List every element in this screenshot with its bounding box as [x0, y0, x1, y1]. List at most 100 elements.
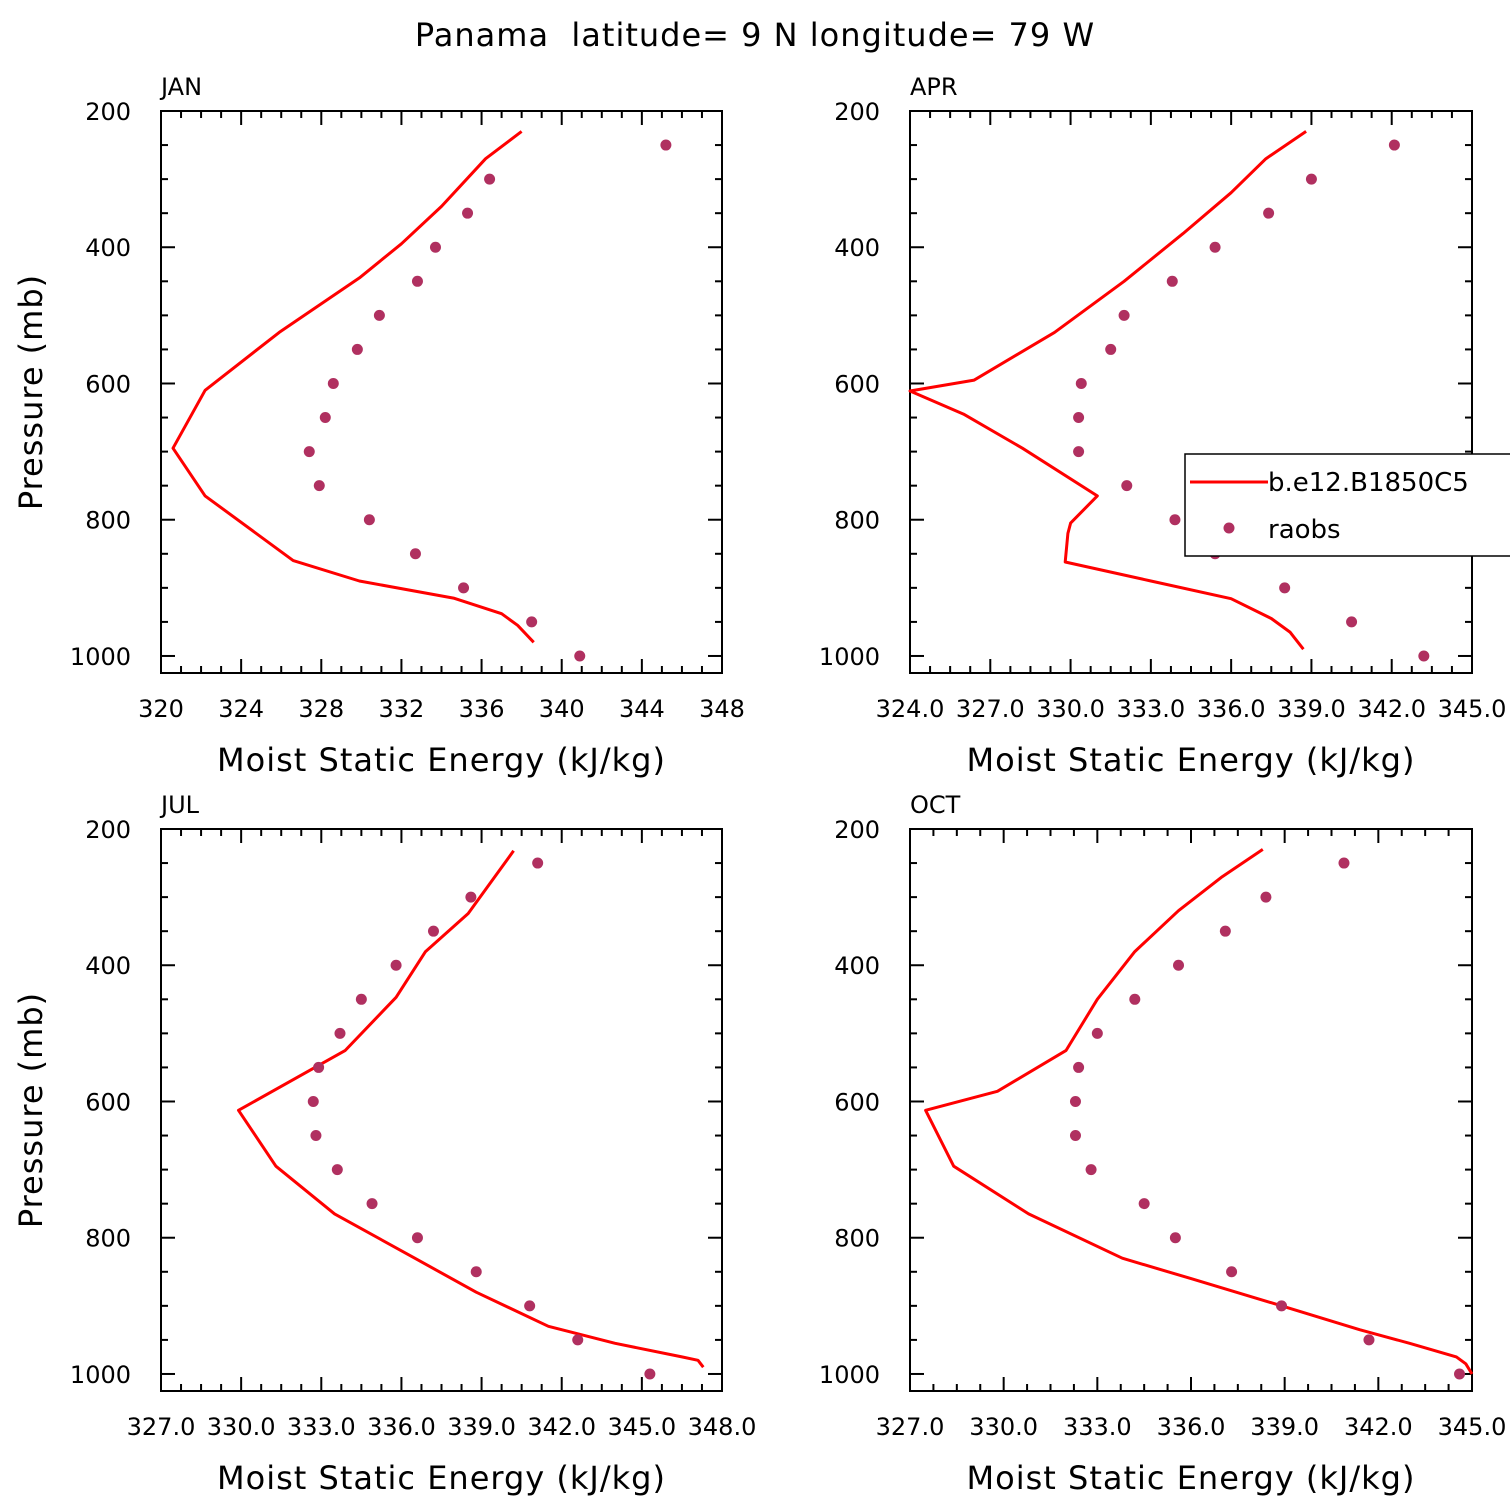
raobs-point [427, 925, 439, 937]
raobs-point [660, 139, 672, 151]
raobs-point [1226, 1266, 1238, 1278]
x-tick-label: 332 [379, 695, 425, 723]
y-tick-label: 400 [85, 952, 131, 980]
raobs-point [524, 1300, 536, 1312]
raobs-point [363, 514, 375, 526]
raobs-point [319, 412, 331, 424]
x-tick-label: 327.0 [127, 1413, 196, 1441]
raobs-point [1073, 412, 1085, 424]
raobs-point [1091, 1027, 1103, 1039]
raobs-point [1129, 993, 1141, 1005]
raobs-point [1263, 207, 1275, 219]
x-tick-label: 333.0 [1116, 695, 1185, 723]
x-tick-label: 345.0 [1438, 1413, 1507, 1441]
raobs-point [373, 309, 385, 321]
x-tick-label: 330.0 [1036, 695, 1105, 723]
x-tick-label: 342.0 [527, 1413, 596, 1441]
x-tick-label: 324.0 [876, 695, 945, 723]
legend-label-raobs: raobs [1268, 515, 1341, 545]
plot-frame [909, 828, 1473, 1392]
x-tick-label: 339.0 [1277, 695, 1346, 723]
raobs-point [484, 173, 496, 185]
y-tick-label: 1000 [70, 643, 131, 671]
y-tick-label: 800 [85, 507, 131, 535]
raobs-point [470, 1266, 482, 1278]
raobs-point [572, 1334, 584, 1346]
raobs-point [334, 1027, 346, 1039]
x-axis-title: Moist Static Energy (kJ/kg) [967, 741, 1416, 779]
x-tick-label: 339.0 [1250, 1413, 1319, 1441]
model-line [908, 130, 1307, 651]
raobs-point [532, 857, 544, 869]
x-axis-title: Moist Static Energy (kJ/kg) [217, 1459, 666, 1497]
x-tick-label: 336.0 [367, 1413, 436, 1441]
y-tick-label: 400 [834, 952, 880, 980]
y-tick-label: 200 [85, 816, 131, 844]
y-tick-label: 1000 [819, 643, 880, 671]
x-tick-label: 327.0 [876, 1413, 945, 1441]
raobs-point [1169, 514, 1181, 526]
x-tick-label: 348.0 [688, 1413, 757, 1441]
legend-box [1184, 453, 1510, 557]
raobs-point [303, 446, 315, 458]
y-tick-label: 1000 [819, 1361, 880, 1389]
y-tick-label: 400 [85, 234, 131, 262]
x-tick-label: 327.0 [956, 695, 1025, 723]
panel-label: OCT [910, 791, 961, 819]
x-tick-label: 348 [699, 695, 745, 723]
x-axis-title: Moist Static Energy (kJ/kg) [217, 741, 666, 779]
y-tick-label: 200 [85, 98, 131, 126]
raobs-point [366, 1198, 378, 1210]
raobs-point [313, 480, 325, 492]
panel-label: JUL [159, 791, 200, 819]
legend-dot-swatch [1223, 522, 1235, 534]
raobs-point [409, 548, 421, 560]
y-tick-label: 400 [834, 234, 880, 262]
x-tick-label: 330.0 [207, 1413, 276, 1441]
x-tick-label: 333.0 [1063, 1413, 1132, 1441]
raobs-point [1209, 241, 1221, 253]
y-tick-label: 800 [834, 1225, 880, 1253]
raobs-point [1069, 1130, 1081, 1142]
plot-frame [160, 828, 723, 1392]
raobs-point [1075, 377, 1087, 389]
raobs-point [1276, 1300, 1288, 1312]
raobs-point [462, 207, 474, 219]
raobs-point [1260, 891, 1272, 903]
x-tick-label: 320 [138, 695, 184, 723]
x-tick-label: 344 [619, 695, 665, 723]
y-tick-label: 800 [834, 507, 880, 535]
raobs-point [1166, 275, 1178, 287]
panel-apr: APR 324.0 327.0 330.0 333.0 336.0 339.0 342.0 34… [819, 73, 1506, 779]
raobs-point [351, 343, 363, 355]
x-tick-label: 340 [539, 695, 585, 723]
legend: b.e12.B1850C5 raobs [1184, 453, 1510, 557]
raobs-point [1085, 1164, 1097, 1176]
x-tick-label: 345.0 [1438, 695, 1507, 723]
y-tick-label: 600 [85, 370, 131, 398]
x-tick-label: 342.0 [1344, 1413, 1413, 1441]
raobs-point [1219, 925, 1231, 937]
raobs-point [313, 1061, 325, 1073]
panel-jul: JUL 327.0 330.0 333.0 336.0 339.0 342.0 345.0 34… [12, 791, 756, 1497]
raobs-point [526, 616, 538, 628]
x-tick-label: 336.0 [1197, 695, 1266, 723]
raobs-point [644, 1368, 656, 1380]
x-tick-label: 336 [459, 695, 505, 723]
y-tick-label: 200 [834, 816, 880, 844]
model-line [237, 849, 705, 1369]
x-tick-label: 333.0 [287, 1413, 356, 1441]
raobs-point [1305, 173, 1317, 185]
x-tick-label: 330.0 [969, 1413, 1038, 1441]
raobs-point [1279, 582, 1291, 594]
y-tick-label: 600 [834, 370, 880, 398]
model-line [924, 848, 1474, 1375]
x-tick-label: 345.0 [607, 1413, 676, 1441]
panel-label: APR [910, 73, 958, 101]
figure-title: Panama latitude= 9 N longitude= 79 W [415, 16, 1095, 54]
raobs-point [411, 275, 423, 287]
raobs-point [411, 1232, 423, 1244]
plot-frame [160, 110, 723, 674]
legend-label-model: b.e12.B1850C5 [1268, 468, 1469, 498]
